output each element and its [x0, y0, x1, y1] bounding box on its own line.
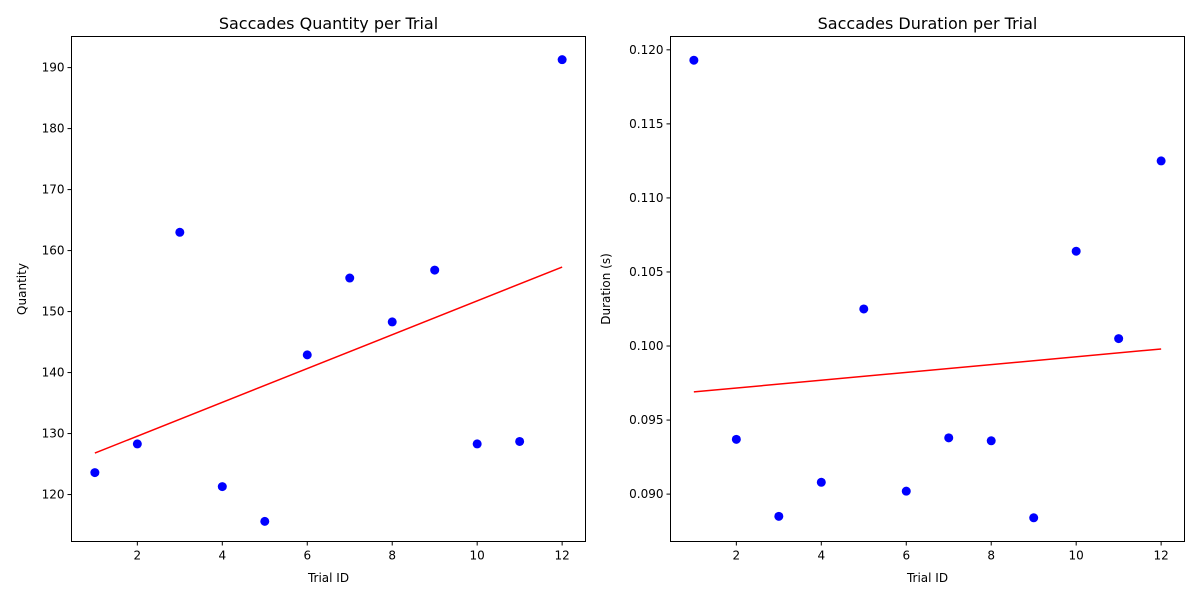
y-axis-label: Duration (s): [599, 253, 613, 325]
x-tick-label: 6: [303, 549, 311, 563]
data-point: [175, 227, 185, 237]
data-point: [387, 317, 397, 327]
y-tick-label: 0.110: [629, 191, 663, 205]
data-point: [1156, 156, 1166, 166]
trend-line: [693, 348, 1162, 393]
x-tick-label: 2: [134, 549, 142, 563]
y-axis-label: Quantity: [15, 263, 29, 315]
plot-frame: [670, 36, 1185, 542]
data-point: [986, 436, 996, 446]
data-point: [217, 482, 227, 492]
y-tick-label: 0.120: [629, 43, 663, 57]
data-point: [774, 511, 784, 521]
x-tick-label: 12: [1153, 549, 1168, 563]
trend-line-group: [693, 348, 1162, 393]
data-point: [515, 436, 525, 446]
data-point: [90, 468, 100, 478]
x-axis: 2 4 6 8 10 12: [733, 541, 1169, 563]
y-tick-label: 150: [42, 305, 65, 319]
y-tick-label: 0.115: [629, 117, 663, 131]
y-tick-label: 0.100: [629, 339, 663, 353]
y-tick-label: 130: [42, 427, 65, 441]
duration-chart: Saccades Duration per Trial 2 4 6 8 10 12 0.0…: [599, 14, 1185, 585]
y-tick-label: 120: [42, 488, 65, 502]
x-tick-label: 12: [554, 549, 569, 563]
x-tick-label: 10: [1069, 549, 1084, 563]
x-tick-label: 4: [218, 549, 226, 563]
y-tick-label: 180: [42, 122, 65, 136]
plot-frame: [71, 36, 586, 542]
data-point: [901, 486, 911, 496]
x-tick-label: 2: [733, 549, 741, 563]
data-point: [345, 273, 355, 283]
data-point: [1114, 334, 1124, 344]
scatter-points: [90, 55, 567, 526]
x-tick-label: 8: [987, 549, 995, 563]
y-tick-label: 170: [42, 183, 65, 197]
data-point: [944, 433, 954, 443]
data-point: [132, 439, 142, 449]
quantity-chart: Saccades Quantity per Trial 2 4 6 8 10 12 120…: [15, 14, 586, 585]
x-axis-label: Trial ID: [307, 571, 349, 585]
y-tick-label: 140: [42, 366, 65, 380]
x-tick-label: 10: [470, 549, 485, 563]
data-point: [816, 477, 826, 487]
x-axis: 2 4 6 8 10 12: [134, 541, 570, 563]
data-point: [302, 350, 312, 360]
chart-title: Saccades Duration per Trial: [818, 14, 1038, 33]
data-point: [1029, 513, 1039, 523]
data-point: [731, 434, 741, 444]
data-point: [557, 55, 567, 65]
x-axis-label: Trial ID: [906, 571, 948, 585]
y-tick-label: 190: [42, 61, 65, 75]
data-point: [689, 55, 699, 65]
x-tick-label: 4: [817, 549, 825, 563]
y-axis: 0.090 0.095 0.100 0.105 0.110 0.115 0.120: [629, 43, 671, 501]
y-tick-label: 0.095: [629, 413, 663, 427]
data-point: [1071, 246, 1081, 256]
y-tick-label: 0.105: [629, 265, 663, 279]
data-point: [472, 439, 482, 449]
data-point: [859, 304, 869, 314]
chart-title: Saccades Quantity per Trial: [219, 14, 438, 33]
x-tick-label: 6: [902, 549, 910, 563]
trend-line: [94, 266, 563, 454]
y-tick-label: 0.090: [629, 487, 663, 501]
trend-line-group: [94, 266, 563, 454]
data-point: [430, 265, 440, 275]
y-axis: 120 130 140 150 160 170 180 190: [42, 61, 72, 502]
data-point: [260, 516, 270, 526]
scatter-points: [689, 55, 1166, 523]
y-tick-label: 160: [42, 244, 65, 258]
x-tick-label: 8: [388, 549, 396, 563]
